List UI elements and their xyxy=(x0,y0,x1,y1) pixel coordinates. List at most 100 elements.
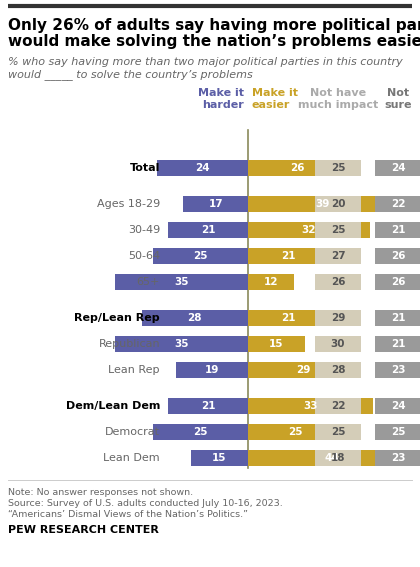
Text: 24: 24 xyxy=(391,163,405,173)
Bar xyxy=(176,362,248,378)
Bar xyxy=(248,424,343,440)
Text: 29: 29 xyxy=(331,313,345,323)
Text: Republican: Republican xyxy=(98,339,160,349)
Bar xyxy=(375,160,420,176)
Bar xyxy=(248,274,294,290)
Text: 15: 15 xyxy=(269,339,284,349)
Text: 21: 21 xyxy=(201,225,215,235)
Bar xyxy=(115,274,248,290)
Text: 35: 35 xyxy=(174,277,189,287)
Text: 21: 21 xyxy=(391,225,405,235)
Text: 26: 26 xyxy=(290,163,304,173)
Text: 23: 23 xyxy=(391,453,405,463)
Text: 22: 22 xyxy=(391,199,405,209)
Bar xyxy=(315,310,361,326)
Text: 19: 19 xyxy=(205,365,219,375)
Bar xyxy=(315,336,361,352)
Bar xyxy=(375,248,420,264)
Text: 21: 21 xyxy=(281,313,295,323)
Text: 12: 12 xyxy=(264,277,278,287)
Text: 26: 26 xyxy=(331,277,345,287)
Text: 21: 21 xyxy=(201,401,215,411)
Text: 21: 21 xyxy=(391,339,405,349)
Bar xyxy=(375,450,420,466)
Text: 18: 18 xyxy=(331,453,345,463)
Text: Source: Survey of U.S. adults conducted July 10-16, 2023.: Source: Survey of U.S. adults conducted … xyxy=(8,499,283,508)
Text: 24: 24 xyxy=(195,163,210,173)
Text: Rep/Lean Rep: Rep/Lean Rep xyxy=(74,313,160,323)
Bar xyxy=(168,398,248,414)
Text: 25: 25 xyxy=(193,251,208,261)
Text: Total: Total xyxy=(130,163,160,173)
Text: 28: 28 xyxy=(331,365,345,375)
Text: 28: 28 xyxy=(188,313,202,323)
Text: 27: 27 xyxy=(331,251,345,261)
Text: Make it
easier: Make it easier xyxy=(252,88,298,109)
Text: 30-49: 30-49 xyxy=(128,225,160,235)
Text: 29: 29 xyxy=(296,365,310,375)
Bar xyxy=(375,362,420,378)
Text: 32: 32 xyxy=(302,225,316,235)
Text: 20: 20 xyxy=(331,199,345,209)
Bar xyxy=(153,248,248,264)
Text: would make solving the nation’s problems easier: would make solving the nation’s problems… xyxy=(8,34,420,49)
Text: 15: 15 xyxy=(212,453,227,463)
Bar xyxy=(248,398,373,414)
Text: Dem/Lean Dem: Dem/Lean Dem xyxy=(66,401,160,411)
Text: “Americans’ Dismal Views of the Nation’s Politics.”: “Americans’ Dismal Views of the Nation’s… xyxy=(8,510,248,519)
Bar xyxy=(248,248,328,264)
Bar xyxy=(153,424,248,440)
Text: Not
sure: Not sure xyxy=(384,88,412,109)
Bar xyxy=(315,274,361,290)
Bar xyxy=(375,222,420,238)
Bar xyxy=(315,248,361,264)
Bar xyxy=(375,398,420,414)
Bar xyxy=(248,196,396,212)
Bar xyxy=(315,160,361,176)
Bar xyxy=(315,362,361,378)
Text: 50-64: 50-64 xyxy=(128,251,160,261)
Text: 35: 35 xyxy=(174,339,189,349)
Bar xyxy=(248,336,305,352)
Text: 65+: 65+ xyxy=(136,277,160,287)
Text: 23: 23 xyxy=(391,365,405,375)
Text: would _____ to solve the country’s problems: would _____ to solve the country’s probl… xyxy=(8,69,253,80)
Bar xyxy=(248,310,328,326)
Bar xyxy=(115,336,248,352)
Bar xyxy=(248,160,347,176)
Text: Ages 18-29: Ages 18-29 xyxy=(97,199,160,209)
Text: 25: 25 xyxy=(391,427,405,437)
Bar xyxy=(157,160,248,176)
Text: 25: 25 xyxy=(331,225,345,235)
Text: 44: 44 xyxy=(324,453,339,463)
Bar xyxy=(142,310,248,326)
Bar xyxy=(315,196,361,212)
Bar xyxy=(315,424,361,440)
Bar xyxy=(168,222,248,238)
Bar xyxy=(375,310,420,326)
Text: 21: 21 xyxy=(281,251,295,261)
Text: 39: 39 xyxy=(315,199,329,209)
Bar xyxy=(315,222,361,238)
Text: Lean Dem: Lean Dem xyxy=(103,453,160,463)
Text: % who say having more than two major political parties in this country: % who say having more than two major pol… xyxy=(8,57,403,67)
Text: 30: 30 xyxy=(331,339,345,349)
Text: 22: 22 xyxy=(331,401,345,411)
Bar xyxy=(248,222,370,238)
Text: Lean Rep: Lean Rep xyxy=(108,365,160,375)
Text: 25: 25 xyxy=(331,163,345,173)
Text: 17: 17 xyxy=(208,199,223,209)
Bar xyxy=(375,336,420,352)
Text: 24: 24 xyxy=(391,401,405,411)
Text: 21: 21 xyxy=(391,313,405,323)
Text: Democrat: Democrat xyxy=(105,427,160,437)
Bar xyxy=(315,450,361,466)
Bar xyxy=(248,362,358,378)
Text: Make it
harder: Make it harder xyxy=(198,88,244,109)
Text: 25: 25 xyxy=(193,427,208,437)
Bar xyxy=(375,424,420,440)
Bar xyxy=(375,274,420,290)
Bar xyxy=(191,450,248,466)
Bar xyxy=(375,196,420,212)
Bar xyxy=(315,398,361,414)
